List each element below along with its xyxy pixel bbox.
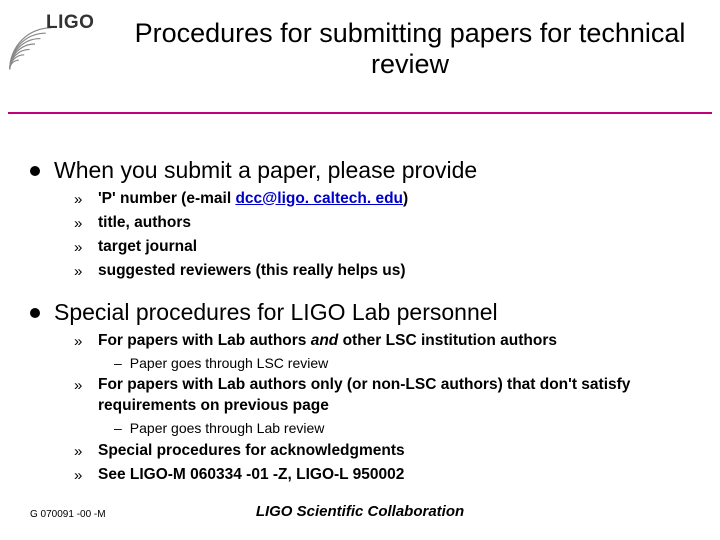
bullet-lvl3: – Paper goes through Lab review — [114, 419, 700, 438]
item-prefix: 'P' number (e-mail — [98, 190, 235, 207]
raquo-bullet-icon: » — [74, 213, 88, 234]
bullet-lvl2: » 'P' number (e-mail dcc@ligo. caltech. … — [74, 189, 700, 210]
raquo-bullet-icon: » — [74, 237, 88, 258]
slide-title: Procedures for submitting papers for tec… — [120, 18, 700, 80]
bullet-lvl2: » suggested reviewers (this really helps… — [74, 261, 700, 282]
footer-org: LIGO Scientific Collaboration — [0, 503, 720, 520]
logo-text: LIGO — [46, 12, 94, 34]
list-item: suggested reviewers (this really helps u… — [98, 261, 406, 282]
disc-bullet-icon — [30, 166, 40, 176]
divider — [8, 112, 712, 114]
bullet-lvl1: Special procedures for LIGO Lab personne… — [30, 298, 700, 327]
raquo-bullet-icon: » — [74, 441, 88, 462]
email-link[interactable]: dcc@ligo. caltech. edu — [235, 190, 403, 207]
list-item: 'P' number (e-mail dcc@ligo. caltech. ed… — [98, 189, 408, 210]
bullet-lvl2: » See LIGO-M 060334 -01 -Z, LIGO-L 95000… — [74, 465, 700, 486]
bullet-lvl2: » title, authors — [74, 213, 700, 234]
raquo-bullet-icon: » — [74, 375, 88, 396]
list-item: For papers with Lab authors only (or non… — [98, 375, 700, 417]
list-item: Special procedures for acknowledgments — [98, 441, 405, 462]
bullet-lvl2: » For papers with Lab authors and other … — [74, 331, 700, 352]
raquo-bullet-icon: » — [74, 465, 88, 486]
dash-bullet-icon: – — [114, 354, 122, 373]
list-item: See LIGO-M 060334 -01 -Z, LIGO-L 950002 — [98, 465, 404, 486]
bullet-lvl2: » Special procedures for acknowledgments — [74, 441, 700, 462]
bullet-lvl1: When you submit a paper, please provide — [30, 156, 700, 185]
bullet-lvl2: » For papers with Lab authors only (or n… — [74, 375, 700, 417]
section1-heading: When you submit a paper, please provide — [54, 156, 477, 185]
raquo-bullet-icon: » — [74, 189, 88, 210]
bullet-lvl2: » target journal — [74, 237, 700, 258]
sub1-italic: and — [311, 332, 339, 349]
section2-heading: Special procedures for LIGO Lab personne… — [54, 298, 498, 327]
sub1-prefix: For papers with Lab authors — [98, 332, 311, 349]
sub1-suffix: other LSC institution authors — [338, 332, 557, 349]
content-body: When you submit a paper, please provide … — [30, 140, 700, 486]
disc-bullet-icon — [30, 308, 40, 318]
item-suffix: ) — [403, 190, 408, 207]
raquo-bullet-icon: » — [74, 261, 88, 282]
logo: LIGO — [8, 8, 118, 68]
dash-bullet-icon: – — [114, 419, 122, 438]
raquo-bullet-icon: » — [74, 331, 88, 352]
list-item: Paper goes through LSC review — [130, 354, 328, 373]
list-item: target journal — [98, 237, 197, 258]
list-item: title, authors — [98, 213, 191, 234]
list-item: For papers with Lab authors and other LS… — [98, 331, 557, 352]
bullet-lvl3: – Paper goes through LSC review — [114, 354, 700, 373]
list-item: Paper goes through Lab review — [130, 419, 325, 438]
